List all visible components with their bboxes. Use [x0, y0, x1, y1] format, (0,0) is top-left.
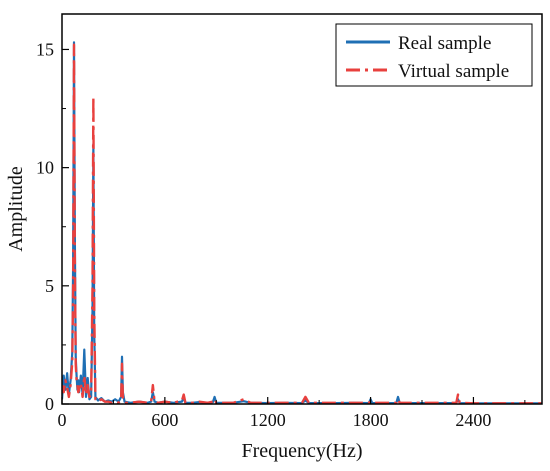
- legend-label-virtual-sample: Virtual sample: [398, 61, 509, 82]
- y-tick-label: 10: [36, 158, 54, 178]
- y-axis-ticks: 0 5 10 15: [36, 39, 69, 414]
- y-axis-title: Amplitude: [5, 166, 27, 252]
- legend-label-real-sample: Real sample: [398, 33, 491, 54]
- x-tick-label: 0: [58, 410, 67, 430]
- y-tick-label: 0: [45, 394, 54, 414]
- y-tick-label: 5: [45, 276, 54, 296]
- x-tick-label: 2400: [455, 410, 491, 430]
- legend-box: [335, 23, 533, 87]
- x-axis-ticks: 0 600 1200 1800 2400: [58, 397, 526, 430]
- x-tick-label: 600: [151, 410, 178, 430]
- plot-frame: [61, 13, 543, 405]
- x-axis-title: Frequency(Hz): [241, 440, 362, 462]
- y-tick-label: 15: [36, 39, 54, 59]
- series-line-virtual-sample: [62, 43, 542, 404]
- series-layer: [62, 41, 542, 404]
- legend: Real sample Virtual sample: [335, 23, 533, 87]
- x-tick-label: 1200: [250, 410, 286, 430]
- x-tick-label: 1800: [353, 410, 389, 430]
